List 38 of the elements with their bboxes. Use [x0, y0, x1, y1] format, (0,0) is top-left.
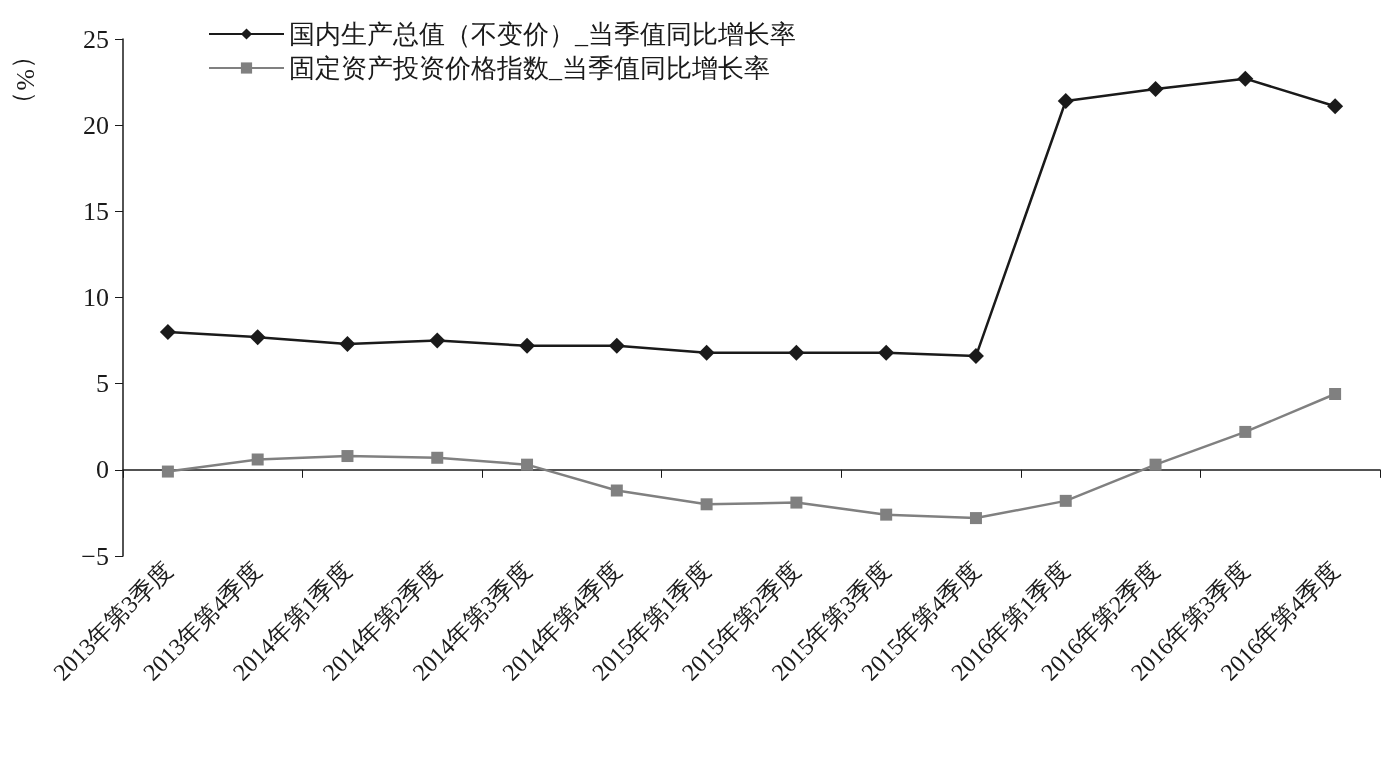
legend-label: 国内生产总值（不变价）_当季值同比增长率 — [289, 19, 796, 49]
point — [1327, 98, 1344, 115]
y-tick-label: −5 — [81, 541, 109, 571]
point — [698, 344, 715, 361]
point — [249, 329, 266, 346]
point — [1329, 388, 1342, 401]
point — [967, 348, 984, 365]
point — [341, 450, 354, 463]
point — [1147, 80, 1164, 97]
point — [1149, 458, 1162, 471]
point — [251, 453, 264, 466]
point — [790, 496, 803, 509]
point — [429, 332, 446, 349]
y-tick-label: 5 — [96, 369, 109, 399]
y-tick-label: 20 — [83, 110, 109, 140]
point — [610, 484, 623, 497]
point — [969, 512, 982, 525]
point — [1057, 93, 1074, 110]
point — [1237, 70, 1254, 87]
legend-label: 固定资产投资价格指数_当季值同比增长率 — [289, 53, 770, 83]
y-tick-label: 0 — [96, 455, 109, 485]
point — [159, 323, 176, 340]
point — [880, 508, 893, 521]
point — [521, 458, 534, 471]
point — [700, 498, 713, 511]
point — [519, 337, 536, 354]
point — [608, 337, 625, 354]
y-tick-label: 25 — [83, 24, 109, 54]
y-axis-title: （%） — [10, 43, 40, 117]
point — [339, 336, 356, 353]
point — [431, 451, 444, 464]
y-tick-label: 10 — [83, 283, 109, 312]
point — [161, 465, 174, 478]
point — [1059, 494, 1072, 507]
point — [878, 344, 895, 361]
point — [1239, 425, 1252, 438]
point — [788, 344, 805, 361]
y-tick-label: 15 — [83, 196, 109, 226]
